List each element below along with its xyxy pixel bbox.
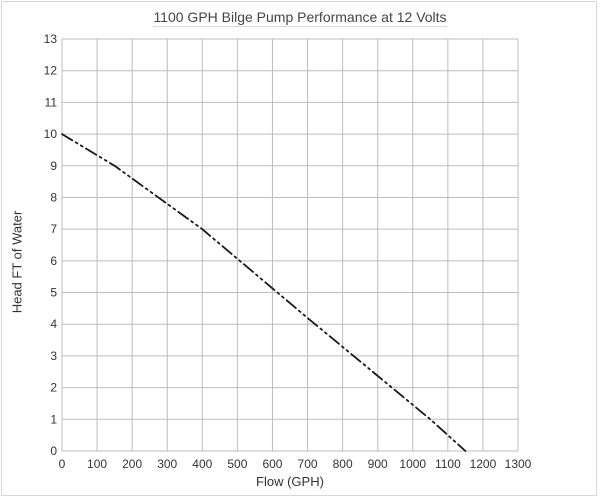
x-tick-label: 1000 [399, 457, 426, 471]
y-tick-label: 12 [44, 64, 58, 78]
x-tick-label: 0 [59, 457, 66, 471]
y-tick-label: 11 [45, 95, 58, 109]
y-tick-label: 2 [50, 381, 57, 395]
grid-lines [61, 38, 519, 452]
x-tick-label: 500 [227, 457, 247, 471]
y-tick-label: 5 [50, 286, 57, 300]
y-tick-label: 3 [50, 349, 57, 363]
y-tick-label: 13 [44, 32, 58, 46]
y-tick-label: 1 [50, 412, 57, 426]
series-group [61, 133, 467, 452]
chart-title: 1100 GPH Bilge Pump Performance at 12 Vo… [153, 9, 447, 27]
x-tick-label: 700 [298, 457, 318, 471]
y-tick-label: 0 [50, 444, 57, 458]
y-tick-label: 8 [50, 190, 57, 204]
y-tick-label: 7 [50, 222, 57, 236]
x-tick-label: 400 [192, 457, 212, 471]
x-tick-label: 200 [122, 457, 142, 471]
x-tick-label: 1300 [505, 457, 532, 471]
x-tick-label: 1200 [470, 457, 497, 471]
y-tick-label: 9 [50, 159, 57, 173]
y-tick-label: 4 [50, 317, 57, 331]
x-tick-label: 100 [87, 457, 107, 471]
series-line [61, 133, 467, 452]
y-tick-label: 10 [44, 127, 58, 141]
x-tick-labels: 0 100 200 300 400 500 600 700 800 900 1000 1100 1200… [59, 457, 532, 471]
x-tick-label: 800 [333, 457, 353, 471]
x-tick-label: 900 [368, 457, 388, 471]
x-axis-label: Flow (GPH) [256, 474, 324, 489]
y-tick-label: 6 [50, 254, 57, 268]
x-tick-label: 1100 [435, 457, 461, 471]
x-tick-label: 300 [157, 457, 177, 471]
x-tick-label: 600 [262, 457, 282, 471]
y-axis-label: Head FT of Water [9, 210, 25, 314]
